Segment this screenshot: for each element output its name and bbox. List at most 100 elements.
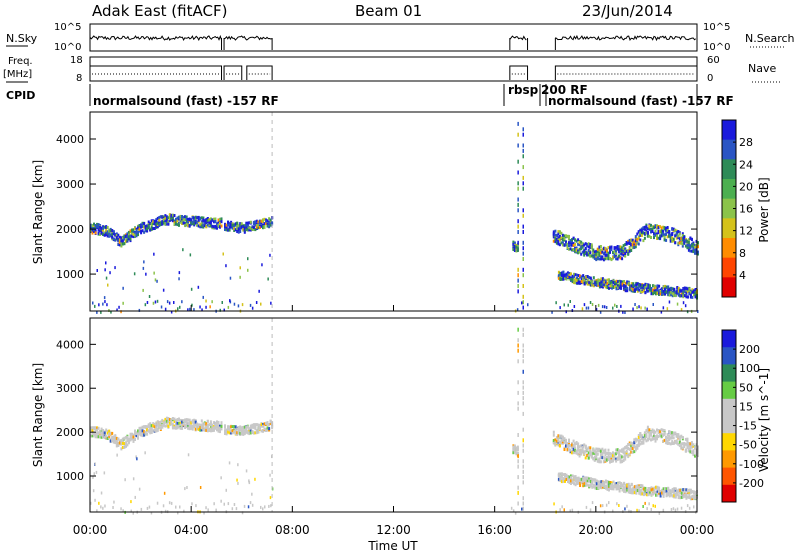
scatter-cell bbox=[601, 280, 604, 284]
scatter-cell bbox=[564, 274, 566, 278]
scatter-cell bbox=[563, 440, 566, 444]
scatter-cell bbox=[574, 475, 577, 479]
scatter-cell bbox=[147, 423, 150, 427]
scatter-cell bbox=[603, 480, 606, 484]
scatter-cell bbox=[150, 223, 153, 227]
freq-line bbox=[554, 65, 698, 80]
scatter-cell bbox=[231, 429, 234, 433]
scatter-cell bbox=[228, 431, 231, 435]
scatter-cell bbox=[161, 424, 164, 427]
scatter-cell bbox=[687, 240, 690, 244]
scatter-cell bbox=[640, 234, 643, 237]
scatter-cell bbox=[595, 258, 598, 262]
scatter-cell bbox=[206, 426, 209, 430]
scatter-cell bbox=[266, 224, 269, 228]
scatter-cell bbox=[258, 425, 261, 429]
scatter-cell bbox=[239, 266, 241, 270]
scatter-cell bbox=[105, 233, 108, 237]
scatter-cell bbox=[115, 436, 118, 440]
scatter-cell bbox=[610, 454, 613, 458]
scatter-cell bbox=[650, 236, 652, 239]
scatter-cell bbox=[255, 224, 258, 228]
scatter-cell bbox=[601, 285, 604, 289]
scatter-cell bbox=[686, 287, 689, 291]
scatter-cell bbox=[568, 273, 571, 277]
scatter-cell bbox=[582, 476, 585, 480]
scatter-cell bbox=[595, 455, 598, 459]
scatter-cell bbox=[646, 227, 649, 231]
scatter-cell bbox=[571, 280, 574, 284]
scatter-cell bbox=[585, 481, 588, 485]
scatter-cell bbox=[613, 457, 616, 461]
scatter-cell bbox=[650, 508, 652, 511]
scatter-cell bbox=[108, 434, 111, 438]
scatter-cell bbox=[625, 446, 628, 450]
scatter-cell bbox=[645, 225, 648, 229]
scatter-cell bbox=[176, 223, 179, 227]
scatter-cell bbox=[575, 449, 578, 453]
scatter-cell bbox=[660, 234, 663, 238]
scatter-cell bbox=[220, 217, 223, 221]
scatter-cell bbox=[611, 280, 613, 284]
scatter-cell bbox=[131, 228, 133, 232]
scatter-cell bbox=[603, 485, 606, 489]
scatter-cell bbox=[239, 222, 242, 226]
scatter-cell bbox=[565, 478, 568, 481]
scatter-cell bbox=[561, 233, 564, 237]
scatter-cell bbox=[116, 308, 118, 312]
scatter-cell bbox=[209, 221, 212, 225]
scatter-cell bbox=[179, 420, 182, 424]
scatter-cell bbox=[641, 484, 644, 488]
scatter-cell bbox=[153, 422, 156, 426]
scatter-cell bbox=[254, 477, 256, 481]
scatter-cell bbox=[109, 439, 112, 443]
scatter-cell bbox=[674, 492, 677, 496]
scatter-cell bbox=[578, 247, 581, 251]
scatter-cell bbox=[185, 418, 188, 422]
scatter-cell bbox=[182, 422, 185, 426]
scatter-cell bbox=[620, 482, 623, 486]
scatter-cell bbox=[219, 429, 221, 433]
scatter-cell bbox=[609, 481, 612, 484]
scatter-cell bbox=[522, 506, 524, 511]
scatter-cell bbox=[159, 215, 162, 219]
scatter-cell bbox=[99, 232, 102, 236]
scatter-cell bbox=[598, 460, 601, 464]
scatter-cell bbox=[103, 233, 106, 237]
scatter-cell bbox=[630, 488, 633, 492]
scatter-cell bbox=[91, 226, 94, 230]
scatter-cell bbox=[622, 251, 625, 255]
scatter-cell bbox=[565, 440, 567, 444]
scatter-cell bbox=[522, 257, 524, 261]
scatter-cell bbox=[638, 509, 640, 513]
scatter-cell bbox=[239, 431, 242, 435]
scatter-cell bbox=[164, 420, 167, 424]
scatter-cell bbox=[694, 496, 697, 500]
scatter-cell bbox=[568, 478, 571, 482]
scatter-cell bbox=[102, 228, 105, 232]
scatter-cell bbox=[618, 281, 621, 285]
scatter-cell bbox=[568, 237, 570, 241]
scatter-cell bbox=[661, 491, 664, 495]
scatter-cell bbox=[117, 233, 120, 237]
scatter-cell bbox=[557, 443, 560, 447]
scatter-cell bbox=[558, 243, 561, 247]
scatter-cell bbox=[643, 232, 646, 235]
scatter-cell bbox=[653, 284, 656, 288]
scatter-cell bbox=[627, 239, 630, 243]
scatter-cell bbox=[557, 270, 560, 274]
scatter-cell bbox=[609, 459, 611, 463]
scatter-cell bbox=[592, 284, 595, 288]
scatter-cell bbox=[680, 308, 683, 312]
scatter-cell bbox=[594, 486, 597, 490]
scatter-cell bbox=[228, 225, 231, 229]
freq-line bbox=[246, 65, 273, 80]
scatter-cell bbox=[637, 230, 640, 234]
scatter-cell bbox=[624, 281, 627, 285]
scatter-cell bbox=[693, 505, 695, 509]
scatter-cell bbox=[115, 234, 118, 237]
freq-trace bbox=[89, 65, 698, 80]
scatter-cell bbox=[155, 219, 158, 223]
scatter-cell bbox=[620, 284, 623, 288]
scatter-cell bbox=[577, 446, 580, 450]
